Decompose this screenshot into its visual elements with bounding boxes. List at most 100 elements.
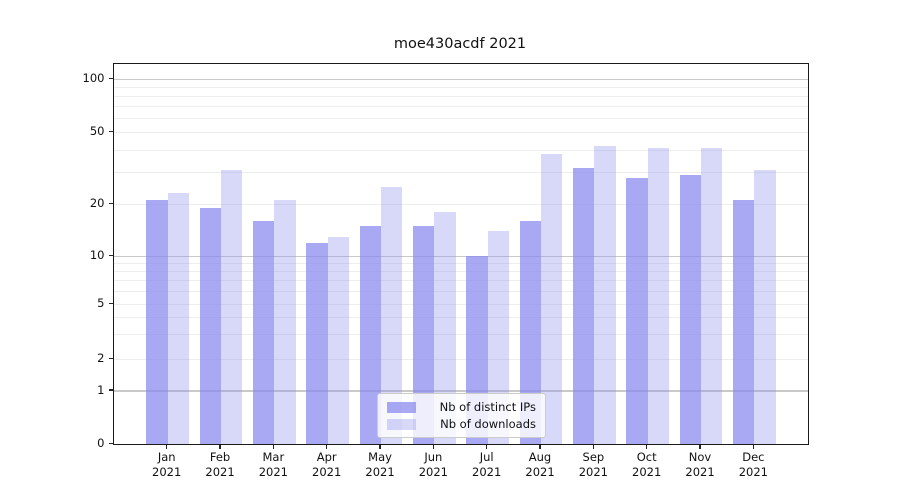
gridline-minor-4 — [114, 317, 808, 319]
x-tick-label-oct: Oct 2021 — [620, 450, 674, 479]
bar-downloads-jun — [434, 212, 456, 445]
x-tick-month: Sep — [582, 450, 605, 464]
x-tick-year: 2021 — [152, 464, 182, 479]
bar-distinct-ips-apr — [306, 242, 328, 445]
x-tick-oct — [646, 444, 648, 449]
y-tick-10 — [108, 254, 113, 256]
y-tick-label-10: 10 — [89, 247, 105, 262]
x-tick-mar — [272, 444, 274, 449]
legend-label-distinct-ips: Nb of distinct IPs — [439, 400, 536, 415]
bar-distinct-ips-nov — [679, 175, 702, 445]
bar-downloads-apr — [327, 236, 350, 445]
x-tick-label-nov: Nov 2021 — [673, 450, 727, 479]
x-tick-year: 2021 — [472, 464, 502, 479]
legend-item-distinct-ips: Nb of distinct IPs — [387, 400, 536, 414]
x-tick-month: Aug — [528, 450, 552, 464]
gridline-minor-6 — [114, 291, 808, 293]
gridline-minor-9 — [114, 263, 808, 265]
bar-distinct-ips-aug — [519, 221, 542, 445]
gridline-minor-50 — [114, 132, 808, 134]
x-tick-year: 2021 — [578, 464, 608, 479]
x-tick-month: Jul — [479, 450, 494, 464]
gridline-major-1 — [114, 390, 808, 392]
gridline-minor-60 — [114, 118, 808, 120]
y-tick-label-20: 20 — [89, 195, 105, 210]
x-tick-month: Apr — [316, 450, 337, 464]
gridline-minor-2 — [114, 358, 808, 360]
bar-downloads-oct — [647, 148, 670, 445]
x-tick-label-feb: Feb 2021 — [193, 450, 247, 479]
y-tick-1 — [108, 389, 113, 391]
gridline-minor-90 — [114, 86, 808, 88]
y-tick-2 — [108, 357, 113, 359]
bar-distinct-ips-jun — [413, 225, 435, 445]
bar-distinct-ips-dec — [733, 200, 755, 445]
bar-distinct-ips-may — [359, 225, 382, 445]
bar-downloads-sep — [594, 146, 616, 445]
y-tick-20 — [108, 202, 113, 204]
x-tick-sep — [592, 444, 594, 449]
bar-distinct-ips-mar — [253, 221, 275, 445]
y-tick-label-2: 2 — [97, 350, 105, 365]
gridline-major-100 — [114, 78, 808, 80]
gridline-minor-80 — [114, 95, 808, 97]
gridline-minor-3 — [114, 334, 808, 336]
x-tick-dec — [752, 444, 754, 449]
bar-distinct-ips-oct — [626, 177, 648, 445]
x-tick-month: Dec — [742, 450, 765, 464]
y-tick-label-50: 50 — [89, 124, 105, 139]
bar-distinct-ips-sep — [573, 167, 595, 445]
y-tick-label-100: 100 — [82, 70, 105, 85]
x-tick-label-jun: Jun 2021 — [406, 450, 460, 479]
legend-label-downloads: Nb of downloads — [440, 417, 536, 432]
plot-area — [113, 62, 809, 446]
y-tick-0 — [108, 442, 113, 444]
x-tick-jul — [486, 444, 488, 449]
x-tick-label-may: May 2021 — [353, 450, 407, 479]
bar-distinct-ips-jan — [146, 200, 168, 445]
y-tick-100 — [108, 77, 113, 79]
y-tick-label-0: 0 — [97, 435, 105, 450]
x-tick-year: 2021 — [205, 464, 235, 479]
gridline-minor-20 — [114, 203, 808, 205]
gridline-minor-30 — [114, 172, 808, 174]
y-tick-label-1: 1 — [97, 382, 105, 397]
y-tick-50 — [108, 131, 113, 133]
gridline-minor-70 — [114, 106, 808, 108]
bar-downloads-mar — [274, 200, 296, 445]
x-tick-month: Jan — [157, 450, 176, 464]
gridline-major-10 — [114, 255, 808, 257]
x-tick-jan — [166, 444, 168, 449]
gridline-minor-7 — [114, 280, 808, 282]
legend-swatch-downloads — [387, 418, 416, 430]
legend-swatch-distinct-ips — [387, 401, 416, 413]
x-tick-year: 2021 — [525, 464, 555, 479]
bar-downloads-nov — [701, 148, 723, 445]
bar-downloads-feb — [221, 170, 243, 445]
x-tick-month: Jun — [424, 450, 443, 464]
x-tick-label-jul: Jul 2021 — [460, 450, 514, 479]
chart-title: moe430acdf 2021 — [393, 36, 527, 52]
y-tick-label-5: 5 — [97, 295, 105, 310]
legend: Nb of distinct IPs Nb of downloads — [377, 393, 546, 439]
x-tick-label-sep: Sep 2021 — [566, 450, 620, 479]
bar-downloads-may — [381, 186, 403, 445]
x-tick-may — [379, 444, 381, 449]
x-tick-year: 2021 — [312, 464, 342, 479]
x-tick-month: Mar — [262, 450, 285, 464]
x-tick-year: 2021 — [738, 464, 768, 479]
x-tick-aug — [539, 444, 541, 449]
x-tick-year: 2021 — [365, 464, 395, 479]
x-tick-month: Oct — [636, 450, 657, 464]
x-tick-feb — [219, 444, 221, 449]
x-tick-year: 2021 — [632, 464, 662, 479]
bar-downloads-jul — [487, 231, 510, 445]
legend-item-downloads: Nb of downloads — [387, 417, 536, 431]
y-tick-5 — [108, 302, 113, 304]
x-tick-apr — [326, 444, 328, 449]
x-tick-label-mar: Mar 2021 — [246, 450, 300, 479]
x-tick-label-aug: Aug 2021 — [513, 450, 567, 479]
bar-downloads-aug — [541, 154, 563, 445]
x-tick-label-apr: Apr 2021 — [300, 450, 354, 479]
